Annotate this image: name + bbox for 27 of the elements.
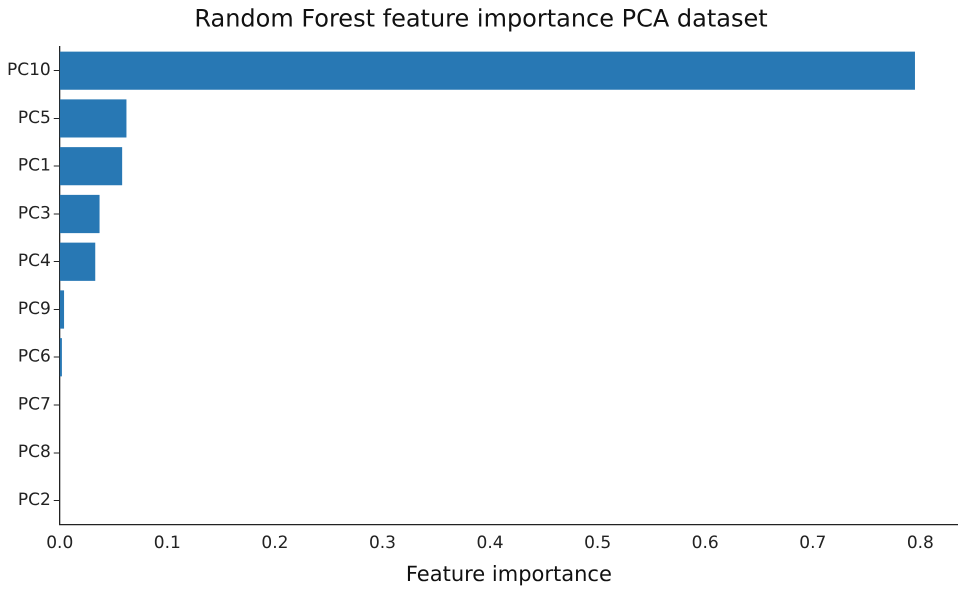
bar bbox=[60, 99, 126, 138]
x-tick-label: 0.2 bbox=[261, 533, 288, 554]
y-tick-label: PC7 bbox=[18, 394, 51, 414]
bar bbox=[60, 290, 64, 329]
y-tick-label: PC8 bbox=[18, 442, 51, 462]
y-tick-label: PC5 bbox=[18, 108, 51, 128]
y-tick-label: PC2 bbox=[18, 490, 51, 510]
x-axis-title: Feature importance bbox=[406, 562, 612, 586]
y-tick-label: PC6 bbox=[18, 346, 51, 367]
chart-title: Random Forest feature importance PCA dataset bbox=[194, 4, 768, 33]
y-tick-label: PC3 bbox=[18, 203, 51, 224]
x-tick-label: 0.0 bbox=[46, 533, 74, 554]
x-tick-label: 0.5 bbox=[584, 533, 612, 554]
bar bbox=[60, 52, 915, 90]
x-tick-label: 0.6 bbox=[692, 533, 719, 554]
y-tick-label: PC1 bbox=[18, 156, 51, 176]
x-tick-label: 0.1 bbox=[154, 533, 181, 554]
y-tick-label: PC10 bbox=[6, 60, 51, 80]
y-tick-label: PC4 bbox=[18, 251, 51, 272]
bar bbox=[60, 242, 96, 281]
y-tick-label: PC9 bbox=[18, 298, 51, 319]
x-tick-label: 0.4 bbox=[476, 533, 504, 554]
x-tick-label: 0.7 bbox=[799, 533, 826, 554]
x-tick-label: 0.8 bbox=[906, 533, 934, 554]
bar bbox=[60, 147, 122, 186]
x-tick-label: 0.3 bbox=[368, 533, 396, 554]
bar bbox=[60, 194, 100, 234]
